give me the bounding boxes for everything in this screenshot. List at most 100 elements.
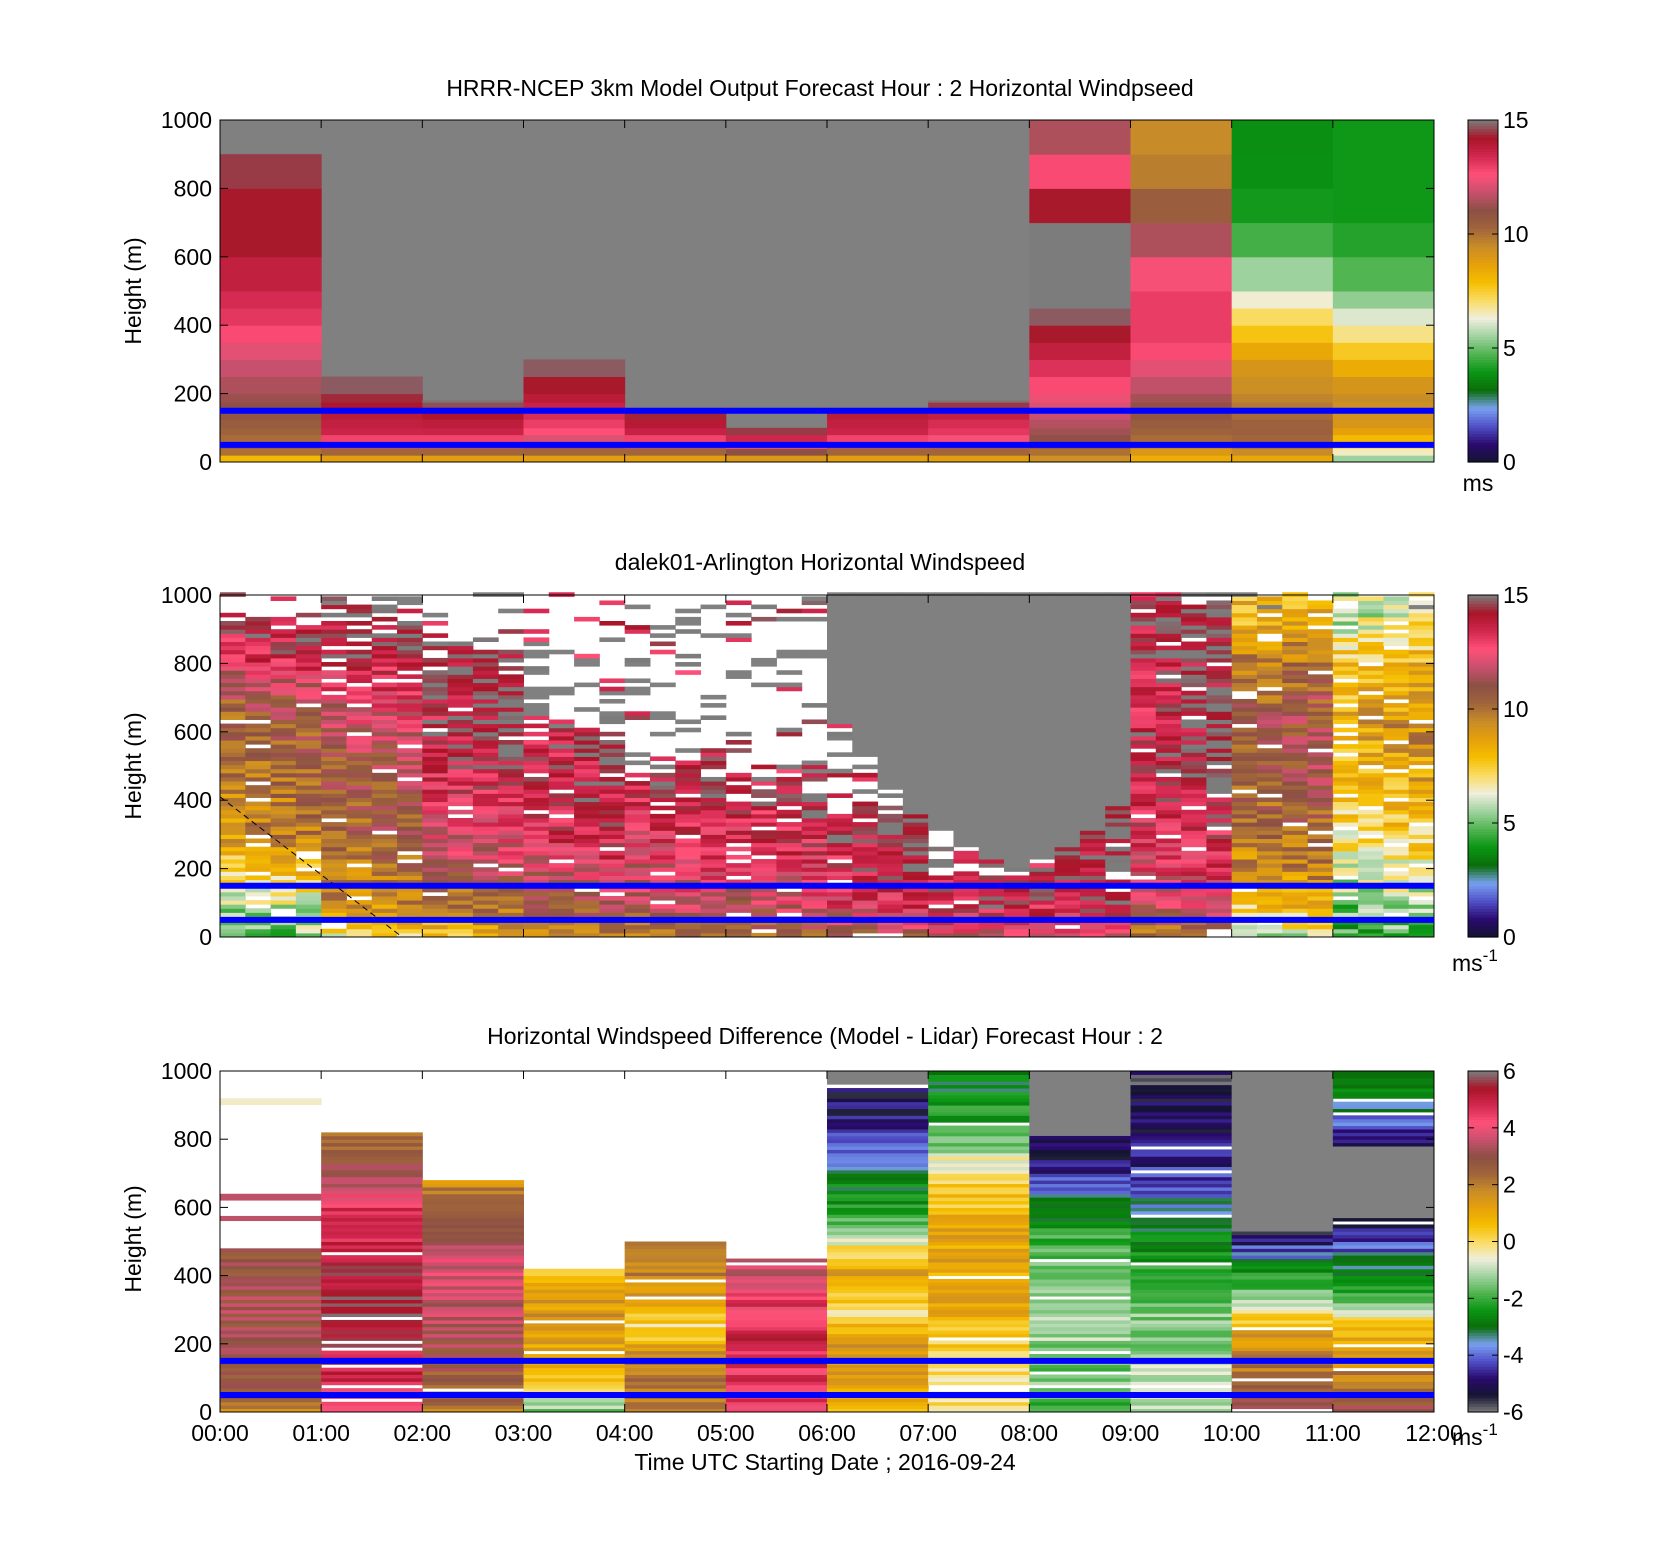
heat-cell <box>422 875 449 881</box>
heat-cell <box>624 817 651 823</box>
heat-cell <box>751 604 777 610</box>
heat-cell <box>472 698 499 704</box>
heat-cell <box>397 809 423 815</box>
heat-cell <box>675 846 702 852</box>
missing-cell <box>953 645 980 651</box>
heat-cell <box>624 1350 727 1355</box>
heat-cell <box>928 879 954 885</box>
missing-cell <box>978 620 1005 626</box>
heat-cell <box>523 666 550 671</box>
missing-cell <box>978 674 1005 679</box>
heat-cell <box>1358 781 1384 786</box>
heat-cell <box>1029 1149 1131 1154</box>
heat-cell <box>1130 891 1157 897</box>
heat-cell <box>827 1330 929 1335</box>
heat-cell <box>1206 657 1233 663</box>
heat-cell <box>1383 727 1410 733</box>
heat-cell <box>1408 801 1435 807</box>
heat-cell <box>1130 1221 1233 1225</box>
heat-cell <box>649 817 676 823</box>
heat-cell <box>321 625 347 630</box>
heat-cell <box>1307 797 1334 803</box>
colorbar-cell <box>1468 299 1498 303</box>
heat-cell <box>827 1159 929 1164</box>
heat-cell <box>1130 842 1157 848</box>
colorbar-cell <box>1468 1329 1498 1334</box>
heat-cell <box>498 674 524 679</box>
colorbar-cell <box>1468 1312 1498 1316</box>
heat-cell <box>397 731 423 737</box>
heat-cell <box>321 1292 423 1297</box>
heat-cell <box>371 756 398 762</box>
heat-cell <box>649 641 676 647</box>
heat-cell <box>422 434 524 442</box>
colorbar-cell <box>1468 814 1498 818</box>
colorbar-cell <box>1468 603 1498 607</box>
missing-cell <box>1004 625 1030 630</box>
heat-cell <box>1383 715 1410 720</box>
heat-cell <box>1155 805 1182 811</box>
heat-cell <box>1358 801 1384 807</box>
colorbar-cell <box>1468 450 1498 455</box>
heat-cell <box>422 801 449 807</box>
heat-cell <box>1282 694 1309 700</box>
missing-cell <box>1079 801 1106 807</box>
heat-cell <box>472 850 499 856</box>
colorbar-cell <box>1468 1250 1498 1254</box>
missing-cell <box>978 715 1005 720</box>
missing-cell <box>1079 682 1106 688</box>
heat-cell <box>548 850 575 856</box>
heat-cell <box>1256 875 1283 881</box>
heat-cell <box>1029 1265 1131 1270</box>
heat-cell <box>371 846 398 852</box>
heat-cell <box>321 682 347 688</box>
y-tick-label: 0 <box>199 449 212 475</box>
heat-cell <box>1155 612 1182 618</box>
missing-cell <box>1029 760 1056 766</box>
heat-cell <box>1130 1323 1233 1328</box>
colorbar-cell <box>1468 293 1498 298</box>
heat-cell <box>574 924 600 930</box>
colorbar-cell <box>1468 373 1498 378</box>
heat-cell <box>321 809 347 815</box>
missing-cell <box>1105 616 1131 622</box>
heat-cell <box>1130 1217 1233 1222</box>
colorbar-cell <box>1468 763 1498 767</box>
missing-cell <box>902 744 929 749</box>
heat-cell <box>220 1323 322 1328</box>
heat-cell <box>220 1215 322 1222</box>
heat-cell <box>1130 801 1157 807</box>
panel-model-heatmap <box>220 120 1435 463</box>
missing-cell <box>1079 612 1106 618</box>
colorbar-cell <box>1468 1372 1498 1376</box>
heat-cell <box>928 1319 1030 1324</box>
heat-cell <box>1155 785 1182 790</box>
heat-cell <box>346 817 373 823</box>
heat-cell <box>877 908 904 913</box>
missing-cell <box>1105 740 1131 745</box>
heat-cell <box>498 838 524 844</box>
heat-cell <box>1029 291 1131 309</box>
heat-cell <box>1029 1343 1131 1348</box>
heat-cell <box>397 707 423 712</box>
heat-cell <box>397 686 423 692</box>
missing-cell <box>928 785 954 790</box>
heat-cell <box>321 596 347 601</box>
heat-cell <box>827 1326 929 1331</box>
heat-cell <box>397 666 423 671</box>
heat-cell <box>397 608 423 614</box>
heat-cell <box>1256 817 1283 823</box>
heat-cell <box>1029 1302 1131 1307</box>
colorbar-cell <box>1468 1082 1498 1086</box>
heat-cell <box>523 1347 626 1352</box>
heat-cell <box>1358 867 1384 872</box>
heat-cell <box>472 785 499 790</box>
heat-cell <box>827 817 853 823</box>
heat-cell <box>498 748 524 753</box>
heat-cell <box>1408 740 1435 745</box>
heat-cell <box>1155 776 1182 782</box>
heat-cell <box>1332 1132 1435 1137</box>
heat-cell <box>1282 863 1309 868</box>
heat-cell <box>725 1347 828 1352</box>
heat-cell <box>447 653 474 659</box>
